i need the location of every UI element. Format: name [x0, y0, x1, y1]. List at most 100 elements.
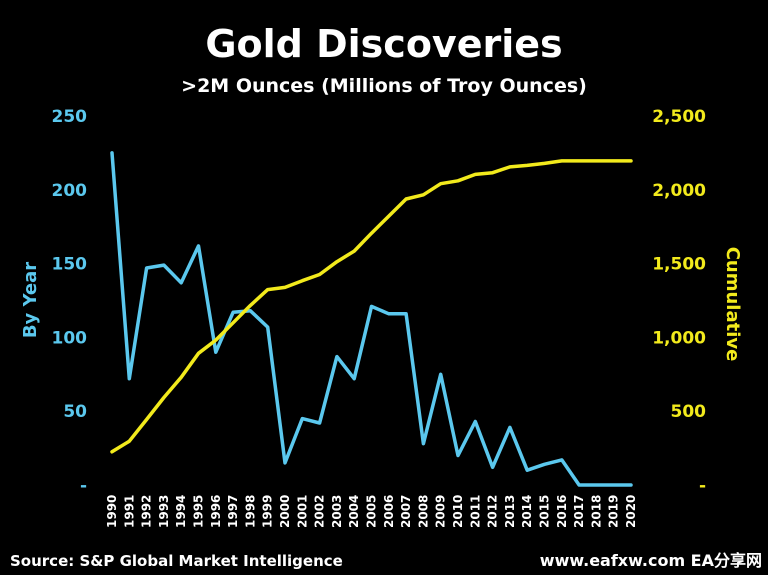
x-tick-label: 1995: [192, 495, 206, 528]
right-tick-label: 500: [671, 402, 707, 422]
cumulative-point: [595, 160, 598, 162]
x-tick-label: 1996: [209, 495, 223, 528]
by-year-point: [561, 459, 563, 461]
cumulative-point: [491, 171, 494, 174]
x-tick-label: 2019: [607, 495, 621, 528]
by-year-point: [301, 417, 304, 420]
cumulative-point: [457, 179, 459, 182]
x-tick-label: 2000: [278, 495, 292, 528]
by-year-point: [612, 484, 615, 486]
right-tick-label: 2,500: [652, 107, 706, 127]
x-tick-label: 2012: [486, 495, 500, 528]
right-tick-label: 1,000: [652, 328, 706, 348]
right-axis-ticks: - 500 1,000 1,500 2,000 2,500: [652, 107, 706, 496]
left-tick-label: 150: [52, 255, 88, 275]
cumulative-point: [145, 418, 148, 421]
x-axis-ticks: 1990 1991 1992 1993 1994 1995 1996 1997 1998 1999…: [105, 495, 638, 528]
x-tick-label: 2016: [555, 495, 569, 528]
cumulative-point: [215, 339, 217, 341]
x-tick-label: 2011: [468, 495, 482, 528]
x-tick-label: 1999: [261, 495, 275, 528]
x-tick-label: 2009: [434, 495, 448, 528]
cumulative-point: [249, 304, 252, 307]
x-tick-label: 2008: [416, 495, 430, 528]
by-year-point: [543, 463, 546, 466]
cumulative-point: [474, 173, 477, 176]
x-tick-label: 1992: [140, 495, 154, 528]
x-tick-label: 2010: [451, 495, 465, 528]
left-tick-label: -: [80, 476, 87, 496]
cumulative-point: [180, 376, 182, 379]
by-year-point: [457, 454, 459, 457]
cumulative-point: [197, 352, 200, 355]
by-year-point: [249, 310, 252, 312]
cumulative-point: [266, 288, 269, 291]
cumulative-point: [630, 160, 632, 162]
by-year-point: [630, 484, 632, 486]
by-year-point: [388, 312, 390, 315]
chart-subtitle: >2M Ounces (Millions of Troy Ounces): [181, 75, 587, 97]
x-tick-label: 2007: [399, 495, 413, 528]
left-axis-ticks: - 50 100 150 200 250: [52, 107, 88, 496]
by-year-point: [370, 305, 373, 308]
by-year-point: [163, 264, 165, 266]
by-year-point: [128, 377, 131, 380]
source-note: Source: S&P Global Market Intelligence: [10, 552, 343, 570]
x-tick-label: 2015: [538, 495, 552, 528]
cumulative-point: [543, 162, 546, 165]
cumulative-point: [422, 194, 425, 196]
cumulative-point: [439, 182, 442, 185]
x-tick-label: 2020: [624, 495, 638, 528]
right-axis-label: Cumulative: [722, 247, 743, 362]
cumulative-point: [353, 250, 356, 252]
x-tick-label: 2004: [347, 495, 361, 528]
chart-title: Gold Discoveries: [205, 22, 562, 66]
cumulative-point: [318, 273, 321, 276]
cumulative-point: [111, 450, 113, 453]
by-year-point: [284, 462, 286, 464]
by-year-point: [526, 469, 528, 472]
by-year-point: [266, 326, 269, 328]
by-year-point: [578, 484, 580, 486]
left-axis-label: By Year: [20, 262, 41, 338]
by-year-point: [474, 420, 477, 423]
watermark: www.eafxw.com EA分享网: [540, 551, 762, 570]
by-year-point: [491, 466, 494, 469]
right-tick-label: 2,000: [652, 181, 706, 201]
right-tick-label: -: [699, 476, 706, 496]
by-year-point: [232, 311, 234, 314]
cumulative-point: [301, 279, 304, 282]
x-tick-label: 2017: [572, 495, 586, 528]
by-year-point: [336, 355, 338, 358]
by-year-point: [215, 351, 217, 353]
left-tick-label: 100: [52, 328, 88, 348]
cumulative-point: [561, 160, 563, 162]
cumulative-point: [336, 260, 338, 263]
cumulative-point: [509, 166, 511, 168]
x-tick-label: 2001: [295, 495, 309, 528]
left-tick-label: 50: [63, 402, 87, 422]
x-tick-label: 2014: [520, 495, 534, 528]
cumulative-point: [370, 232, 373, 234]
by-year-point: [439, 373, 442, 376]
cumulative-point: [163, 396, 165, 399]
x-tick-label: 2018: [589, 495, 603, 528]
by-year-point: [509, 426, 511, 429]
by-year-point: [422, 442, 425, 445]
by-year-point: [318, 422, 321, 424]
x-tick-label: 2002: [313, 495, 327, 528]
by-year-point: [353, 377, 356, 380]
x-tick-label: 1994: [174, 495, 188, 528]
cumulative-point: [388, 215, 390, 217]
cumulative-point: [128, 440, 131, 442]
x-tick-label: 1998: [243, 495, 257, 528]
x-tick-label: 2003: [330, 495, 344, 528]
left-tick-label: 200: [52, 181, 88, 201]
cumulative-point: [232, 321, 234, 324]
cumulative-point: [526, 164, 528, 167]
cumulative-point: [612, 160, 615, 162]
x-tick-label: 2006: [382, 495, 396, 528]
x-tick-label: 2005: [365, 495, 379, 528]
left-tick-label: 250: [52, 107, 88, 127]
